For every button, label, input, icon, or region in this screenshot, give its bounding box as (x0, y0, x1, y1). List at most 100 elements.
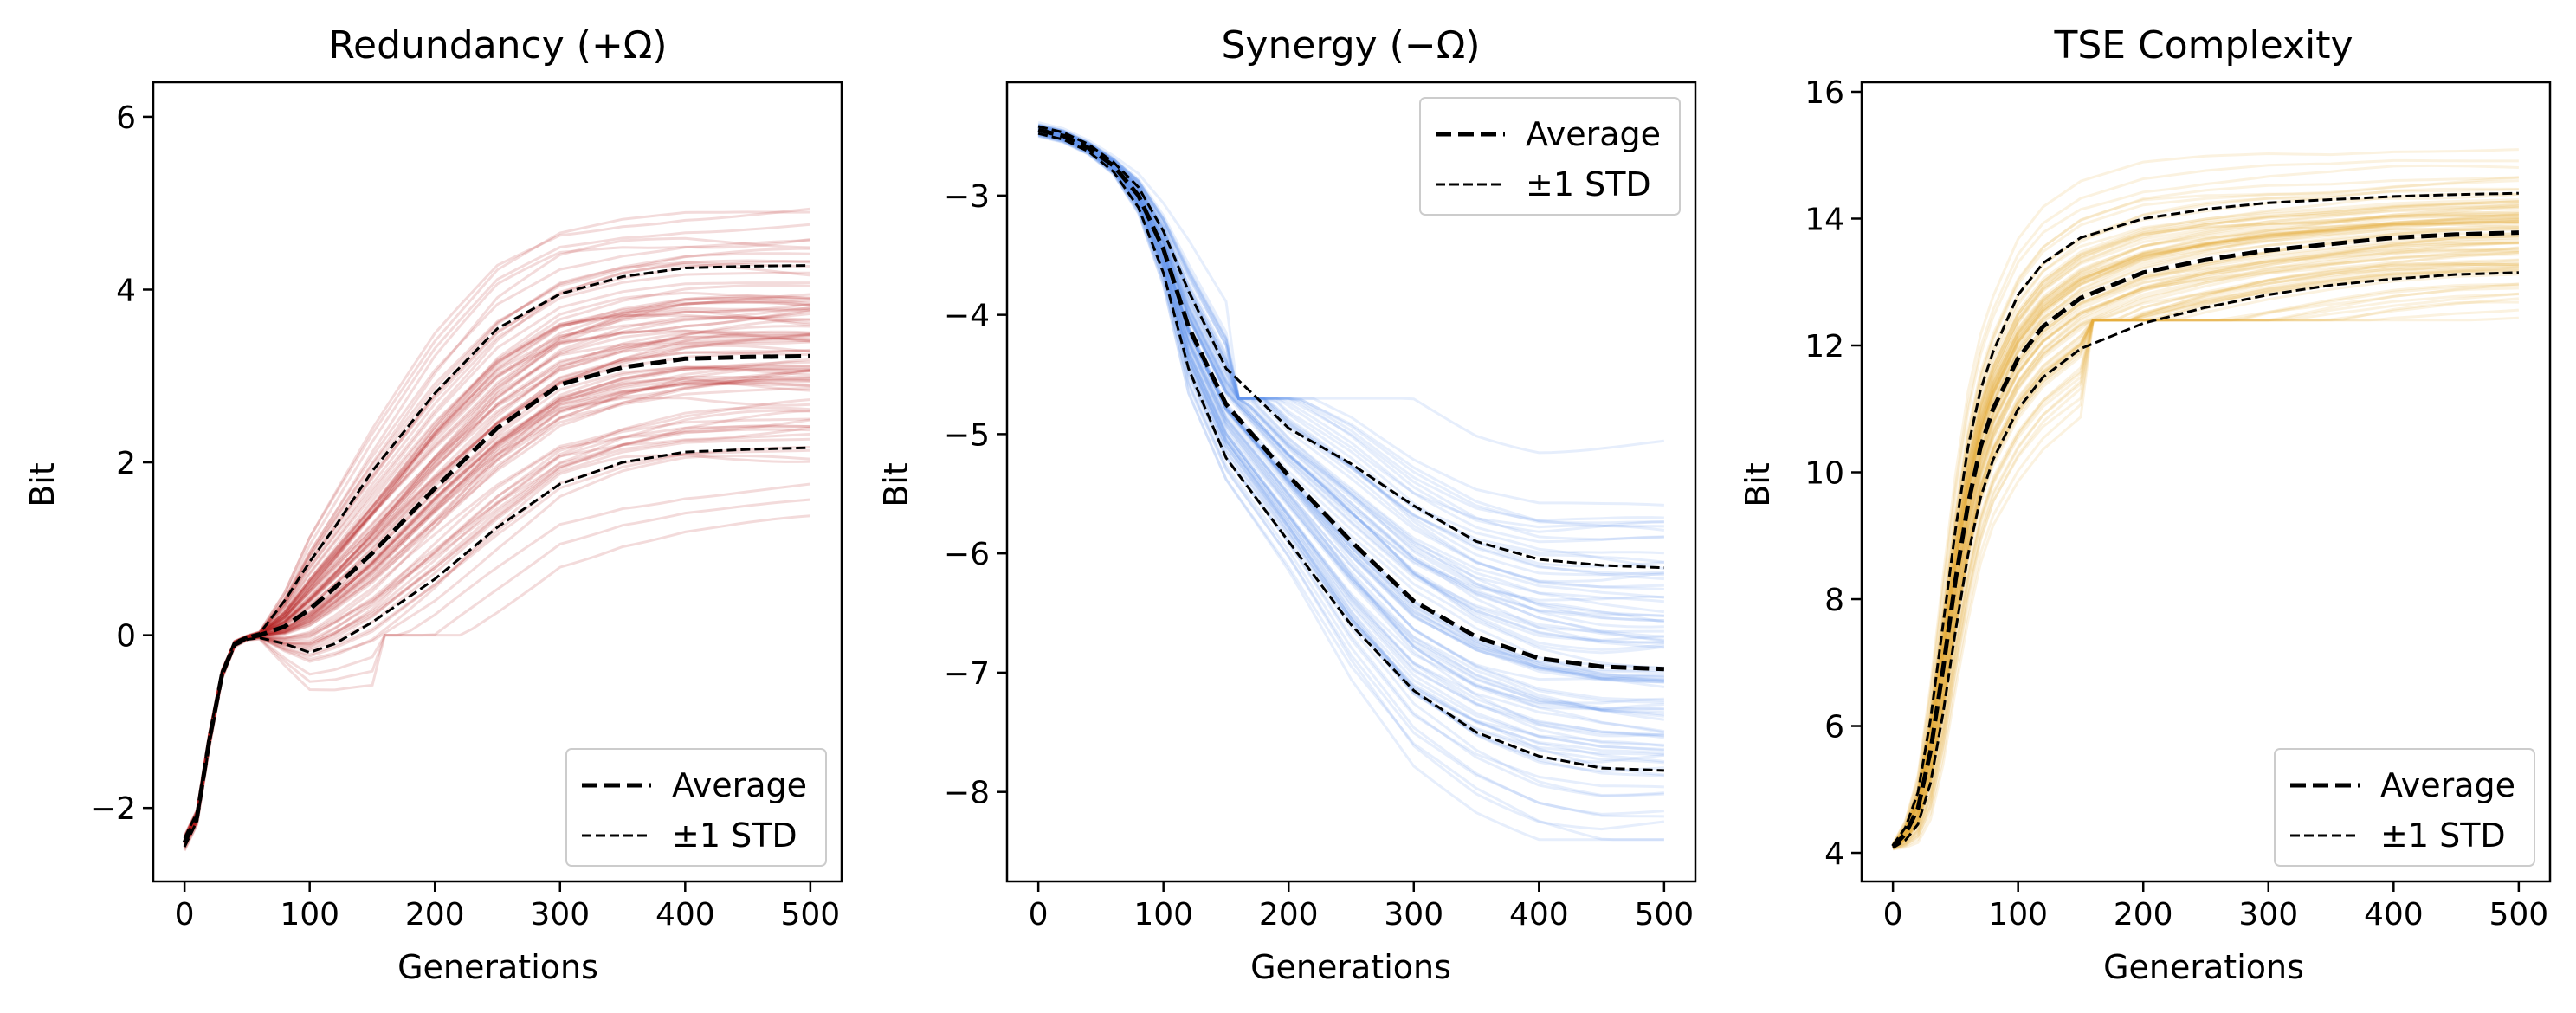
individual-run-line (183, 365, 810, 844)
individual-run-line (1891, 212, 2520, 848)
y-tick-label: 10 (1804, 456, 1844, 492)
x-tick-label: 100 (1988, 897, 2048, 932)
individual-run-line (1891, 221, 2519, 848)
individual-run-line (1891, 203, 2520, 847)
individual-run-line (1037, 131, 1664, 738)
individual-run-line (1037, 125, 1665, 564)
panel-title: TSE Complexity (2053, 23, 2353, 68)
individual-run-line (1037, 130, 1665, 718)
x-tick-label: 300 (1384, 897, 1443, 932)
individual-run-line (183, 514, 811, 852)
individual-run-line (1037, 129, 1664, 674)
individual-run-line (183, 329, 810, 842)
individual-run-line (1891, 217, 2519, 848)
individual-run-line (183, 380, 811, 845)
individual-run-line (1892, 261, 2519, 849)
individual-run-line (1037, 126, 1665, 614)
individual-run-line (1037, 129, 1664, 684)
upper-line (1037, 125, 1664, 570)
y-tick-label: −7 (944, 656, 990, 692)
x-tick-label: 300 (2238, 897, 2298, 932)
individual-run-line (1892, 273, 2519, 849)
individual-run-line (1892, 293, 2519, 850)
individual-run-line (183, 332, 811, 842)
individual-run-line (1892, 300, 2519, 850)
individual-run-line (1891, 204, 2519, 847)
individual-run-line (1037, 132, 1665, 748)
individual-run-line (1037, 132, 1665, 755)
individual-run-line (183, 303, 811, 842)
individual-run-line (183, 409, 810, 847)
individual-run-line (1892, 287, 2519, 850)
individual-run-line (1892, 247, 2519, 848)
individual-run-line (1891, 210, 2519, 847)
individual-run-line (1891, 158, 2519, 845)
individual-run-line (1892, 246, 2520, 848)
y-tick-label: −3 (944, 179, 990, 215)
individual-run-line (183, 482, 811, 850)
individual-run-line (183, 260, 810, 839)
y-tick-label: 0 (116, 619, 136, 655)
individual-run-line (183, 365, 810, 844)
individual-run-line (1892, 284, 2519, 850)
individual-run-line (183, 308, 810, 842)
individual-run-line (183, 424, 810, 847)
x-tick-label: 500 (781, 897, 841, 932)
individual-run-line (183, 223, 811, 837)
individual-run-line (183, 300, 811, 841)
y-tick-label: 14 (1804, 202, 1844, 237)
x-tick-label: 0 (1029, 897, 1049, 932)
legend: Average ±1 STD (565, 748, 827, 867)
individual-run-line (183, 369, 811, 845)
individual-run-line (183, 360, 810, 844)
individual-run-line (1037, 128, 1664, 682)
individual-run-line (1037, 127, 1665, 642)
y-tick-label: 2 (116, 446, 136, 481)
individual-run-line (1037, 130, 1665, 733)
individual-run-line (1037, 126, 1664, 629)
individual-run-line (1891, 202, 2519, 847)
individual-run-line (183, 310, 811, 842)
individual-run-line (183, 337, 810, 843)
individual-run-line (183, 454, 810, 848)
individual-runs (1037, 121, 1665, 842)
individual-run-line (183, 306, 810, 841)
individual-run-line (1037, 131, 1665, 739)
individual-run-line (183, 330, 810, 843)
y-tick-label: 6 (116, 100, 136, 136)
individual-run-line (1891, 214, 2519, 847)
legend-average-label: Average (2380, 766, 2515, 804)
individual-run-line (1037, 129, 1665, 682)
individual-run-line (1891, 148, 2519, 845)
individual-run-line (1892, 249, 2519, 848)
x-tick-label: 400 (1509, 897, 1569, 932)
individual-run-line (1037, 134, 1664, 842)
individual-run-line (183, 271, 810, 840)
y-axis-label: Bit (877, 462, 915, 507)
individual-run-line (183, 325, 810, 842)
individual-run-line (1037, 131, 1664, 738)
individual-run-line (183, 309, 811, 842)
individual-run-line (1892, 297, 2520, 850)
x-tick-label: 200 (405, 897, 465, 932)
individual-run-line (183, 296, 810, 841)
individual-run-line (1891, 217, 2519, 848)
individual-run-line (183, 259, 810, 839)
individual-run-line (183, 316, 810, 842)
individual-run-line (183, 398, 811, 847)
individual-run-line (1037, 132, 1664, 757)
individual-run-line (183, 348, 810, 843)
individual-run-line (183, 263, 811, 839)
individual-run-line (183, 294, 810, 841)
individual-run-line (1037, 129, 1664, 681)
y-tick-label: 8 (1824, 583, 1844, 618)
individual-run-line (1037, 123, 1664, 528)
individual-run-line (1892, 282, 2520, 850)
y-axis-label: Bit (23, 462, 61, 507)
individual-run-line (183, 437, 810, 848)
individual-run-line (1891, 218, 2519, 848)
individual-run-line (1891, 213, 2519, 847)
individual-run-line (183, 417, 810, 847)
individual-run-line (1037, 126, 1664, 622)
individual-run-line (183, 300, 811, 841)
